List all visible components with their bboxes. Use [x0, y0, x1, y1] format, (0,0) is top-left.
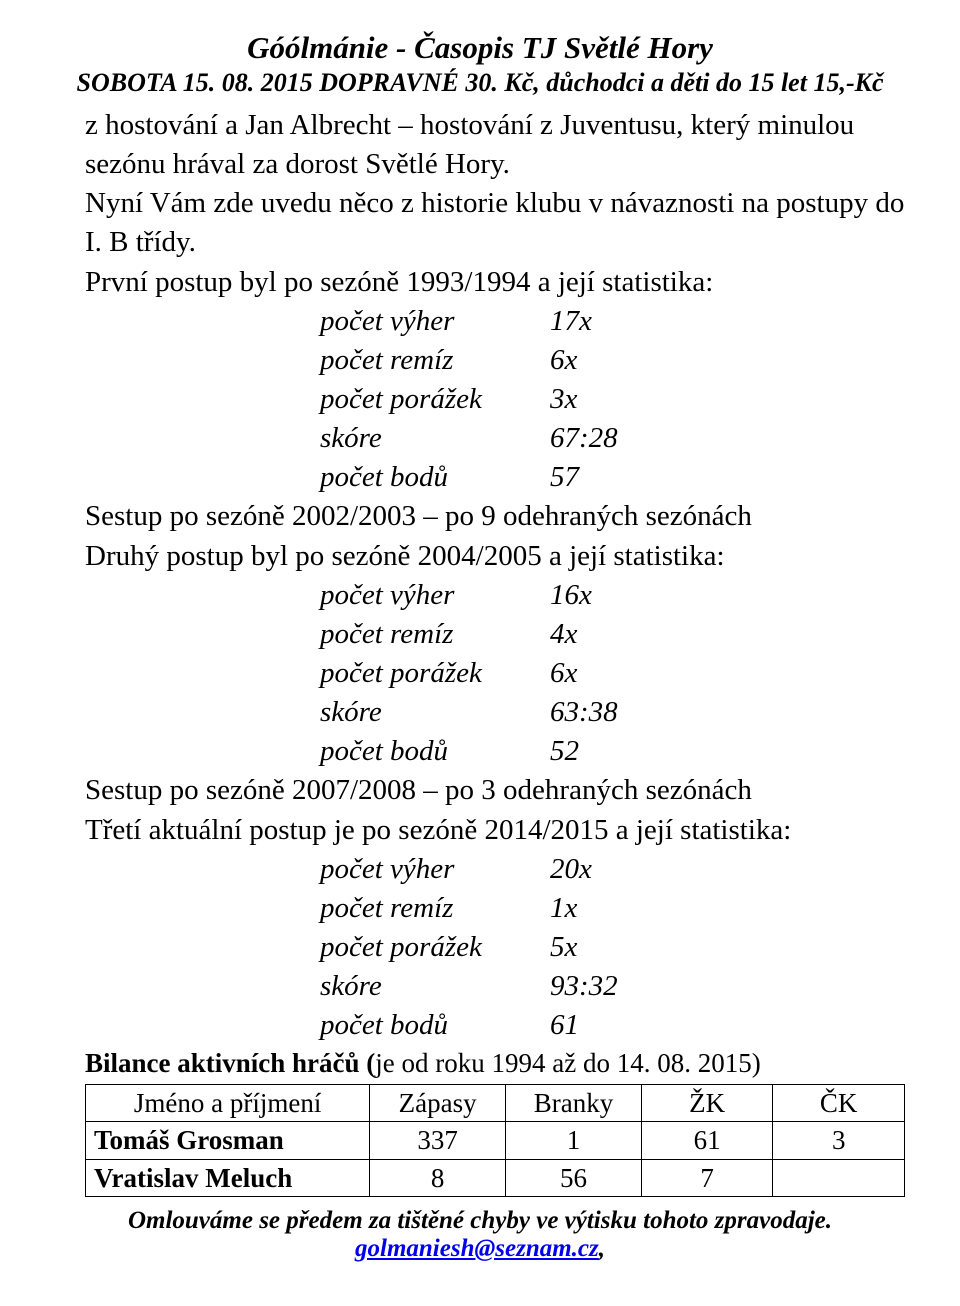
intro-paragraph-2: Nyní Vám zde uvedu něco z historie klubu…	[55, 184, 905, 262]
stat-label: počet porážek	[320, 654, 550, 693]
season-stats: počet výher16x počet remíz4x počet poráž…	[55, 576, 905, 772]
player-zapasy: 8	[370, 1159, 506, 1196]
player-ck: 3	[773, 1122, 905, 1159]
intro-paragraph-1: z hostování a Jan Albrecht – hostování z…	[55, 106, 905, 184]
footer-comma: ,	[599, 1235, 605, 1262]
stat-label: počet remíz	[320, 889, 550, 928]
col-header-name: Jméno a příjmení	[86, 1084, 370, 1121]
stat-value: 3x	[550, 380, 577, 419]
season-intro: Druhý postup byl po sezóně 2004/2005 a j…	[55, 537, 905, 576]
stat-label: počet remíz	[320, 615, 550, 654]
page-footer: Omlouváme se předem za tištěné chyby ve …	[55, 1207, 905, 1263]
stat-value: 5x	[550, 928, 577, 967]
stat-value: 57	[550, 458, 579, 497]
col-header-branky: Branky	[506, 1084, 642, 1121]
table-row: Tomáš Grosman 337 1 61 3	[86, 1122, 905, 1159]
footer-note: Omlouváme se předem za tištěné chyby ve …	[55, 1207, 905, 1235]
stat-label: počet výher	[320, 850, 550, 889]
player-zk: 7	[641, 1159, 772, 1196]
stat-value: 17x	[550, 302, 592, 341]
stat-value: 6x	[550, 654, 577, 693]
player-name: Tomáš Grosman	[86, 1122, 370, 1159]
players-table: Jméno a příjmení Zápasy Branky ŽK ČK Tom…	[85, 1084, 905, 1197]
stat-value: 63:38	[550, 693, 618, 732]
table-header-row: Jméno a příjmení Zápasy Branky ŽK ČK	[86, 1084, 905, 1121]
stat-label: počet bodů	[320, 732, 550, 771]
stat-value: 20x	[550, 850, 592, 889]
stat-label: počet výher	[320, 302, 550, 341]
stat-value: 52	[550, 732, 579, 771]
col-header-zapasy: Zápasy	[370, 1084, 506, 1121]
player-ck	[773, 1159, 905, 1196]
season-stats: počet výher17x počet remíz6x počet poráž…	[55, 302, 905, 498]
bilance-line: Bilance aktivních hráčů (je od roku 1994…	[55, 1045, 905, 1081]
stat-label: skóre	[320, 693, 550, 732]
table-row: Vratislav Meluch 8 56 7	[86, 1159, 905, 1196]
issue-subtitle: SOBOTA 15. 08. 2015 DOPRAVNÉ 30. Kč, důc…	[55, 68, 905, 98]
season-sestup: Sestup po sezóně 2002/2003 – po 9 odehra…	[55, 497, 905, 536]
bilance-bold: Bilance aktivních hráčů (	[85, 1048, 375, 1078]
player-name: Vratislav Meluch	[86, 1159, 370, 1196]
bilance-rest: je od roku 1994 až do 14. 08. 2015)	[375, 1048, 760, 1078]
col-header-zk: ŽK	[641, 1084, 772, 1121]
stat-label: počet porážek	[320, 928, 550, 967]
player-zapasy: 337	[370, 1122, 506, 1159]
stat-label: skóre	[320, 419, 550, 458]
stat-label: počet porážek	[320, 380, 550, 419]
article-body: z hostování a Jan Albrecht – hostování z…	[55, 106, 905, 1197]
stat-label: počet bodů	[320, 458, 550, 497]
stat-value: 1x	[550, 889, 577, 928]
page-header: Góólmánie - Časopis TJ Světlé Hory SOBOT…	[55, 30, 905, 98]
stat-label: počet remíz	[320, 341, 550, 380]
footer-email-link[interactable]: golmaniesh@seznam.cz	[355, 1235, 599, 1262]
season-stats: počet výher20x počet remíz1x počet poráž…	[55, 850, 905, 1046]
stat-value: 67:28	[550, 419, 618, 458]
stat-value: 93:32	[550, 967, 618, 1006]
stat-label: skóre	[320, 967, 550, 1006]
stat-label: počet bodů	[320, 1006, 550, 1045]
player-zk: 61	[641, 1122, 772, 1159]
season-intro: Třetí aktuální postup je po sezóně 2014/…	[55, 811, 905, 850]
stat-label: počet výher	[320, 576, 550, 615]
season-sestup: Sestup po sezóně 2007/2008 – po 3 odehra…	[55, 771, 905, 810]
stat-value: 4x	[550, 615, 577, 654]
player-branky: 56	[506, 1159, 642, 1196]
magazine-title: Góólmánie - Časopis TJ Světlé Hory	[55, 30, 905, 66]
col-header-ck: ČK	[773, 1084, 905, 1121]
stat-value: 16x	[550, 576, 592, 615]
stat-value: 6x	[550, 341, 577, 380]
player-branky: 1	[506, 1122, 642, 1159]
stat-value: 61	[550, 1006, 579, 1045]
season-intro: První postup byl po sezóně 1993/1994 a j…	[55, 263, 905, 302]
